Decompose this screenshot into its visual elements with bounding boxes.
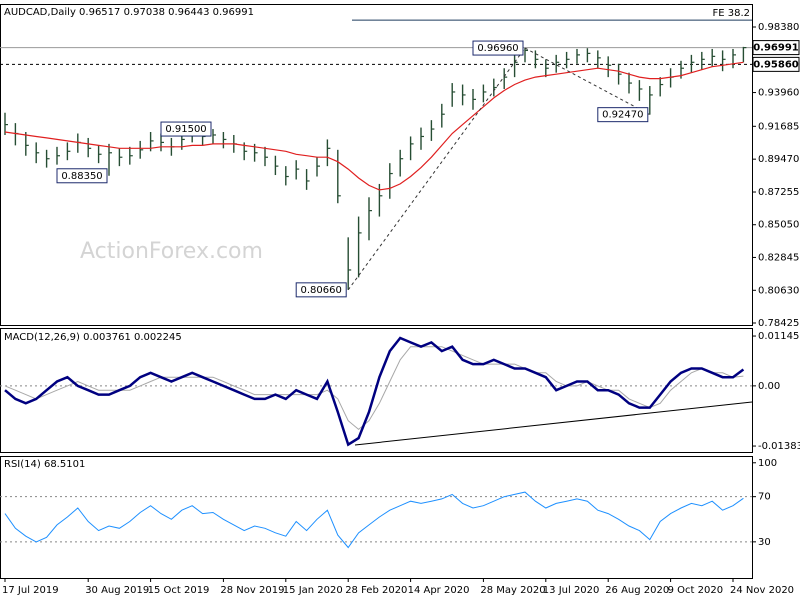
annotation-box (160, 121, 212, 137)
annotation-box (597, 107, 649, 123)
y-tick-label: 100 (758, 458, 777, 469)
y-tick-label: 0.00 (758, 381, 780, 392)
rsi-panel (0, 456, 753, 579)
annotation-box (295, 282, 347, 298)
price-level-box (752, 40, 800, 56)
annotation-label: 0.96960 (477, 43, 518, 54)
x-tick-label: 26 Aug 2020 (605, 585, 669, 596)
y-tick-label: 0.89470 (758, 154, 799, 165)
x-tick-label: 30 Aug 2019 (85, 585, 149, 596)
y-tick-label: 70 (758, 492, 771, 503)
annotation-label: 0.88350 (61, 171, 102, 182)
price-level-box (752, 56, 800, 72)
rsi-title: RSI(14) 68.5101 (4, 459, 85, 470)
y-tick-label: 0.93960 (758, 88, 799, 99)
x-tick-label: 13 Jul 2020 (543, 585, 600, 596)
x-tick-label: 28 Feb 2020 (345, 585, 407, 596)
watermark: ActionForex.com (80, 239, 263, 264)
annotation-label: 0.91500 (165, 124, 206, 135)
moving-average (4, 61, 744, 191)
x-tick-label: 14 Apr 2020 (408, 585, 470, 596)
y-tick-label: 0.98380 (758, 22, 799, 33)
macd-line (4, 336, 745, 447)
macd-line (4, 346, 744, 431)
rsi-line (4, 491, 744, 549)
x-tick-label: 15 Oct 2019 (148, 585, 210, 596)
y-tick-label: 0.91685 (758, 121, 799, 132)
price-level-label: 0.95860 (753, 59, 799, 70)
y-tick-label: 0.85050 (758, 220, 799, 231)
y-tick-label: 30 (758, 537, 771, 548)
macd-panel (0, 328, 753, 453)
trend-line (347, 47, 526, 291)
macd-title: MACD(12,26,9) 0.003761 0.002245 (4, 332, 182, 343)
y-tick-label: 0.82845 (758, 252, 799, 263)
x-tick-label: 15 Jan 2020 (283, 585, 343, 596)
y-tick-label: 0.80630 (758, 285, 799, 296)
annotation-label: 0.80660 (301, 285, 342, 296)
y-tick-label: 0.87255 (758, 187, 799, 198)
y-tick-label: 0.78425 (758, 318, 799, 329)
x-tick-label: 9 Oct 2020 (668, 585, 723, 596)
x-tick-label: 24 Nov 2020 (730, 585, 794, 596)
x-tick-label: 17 Jul 2019 (2, 585, 59, 596)
price-panel (0, 4, 753, 326)
x-tick-label: 28 May 2020 (480, 585, 545, 596)
price-level-label: 0.96991 (753, 43, 799, 54)
annotation-box (56, 168, 108, 184)
annotation-box (472, 40, 524, 56)
price-title: AUDCAD,Daily 0.96517 0.97038 0.96443 0.9… (4, 7, 254, 18)
y-tick-label: 0.011452 (758, 331, 800, 342)
macd-trend-line (354, 401, 753, 446)
x-tick-label: 28 Nov 2019 (220, 585, 284, 596)
fe-label: FE 38.2 (712, 8, 750, 19)
annotation-label: 0.92470 (602, 110, 643, 121)
